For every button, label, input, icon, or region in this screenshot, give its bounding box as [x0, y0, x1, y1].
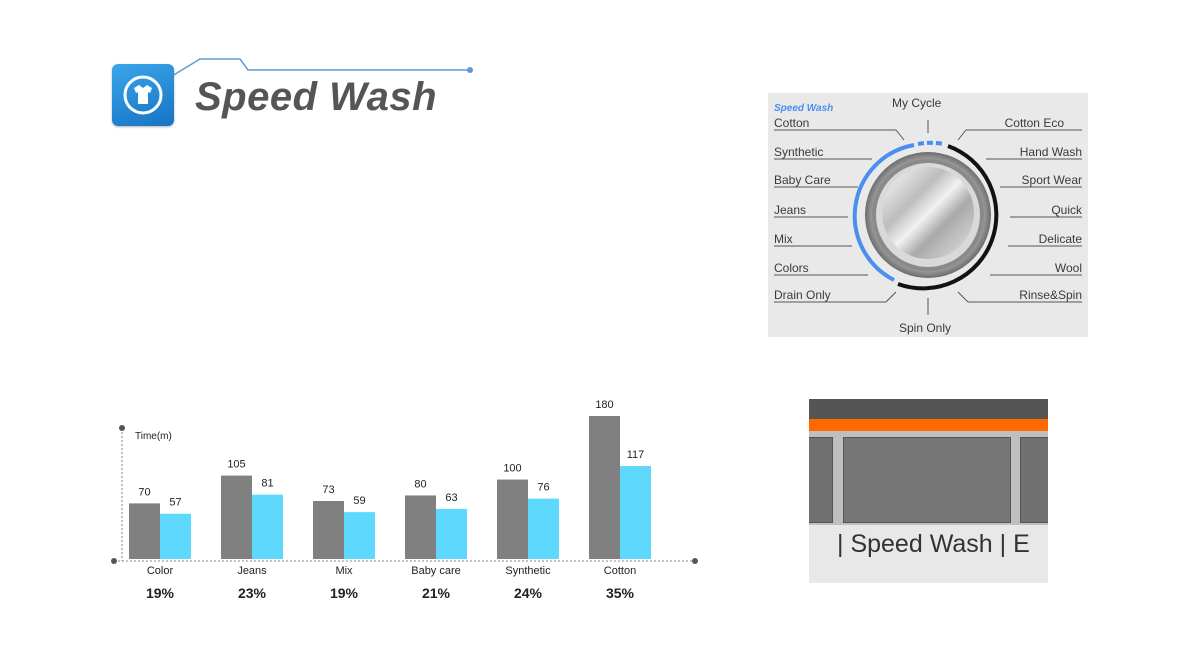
category-label: Color — [146, 565, 174, 577]
bar-synthetic-s2 — [528, 498, 559, 559]
program-sport-wear[interactable]: Sport Wear — [1021, 173, 1082, 187]
category-label: Baby care — [411, 565, 461, 577]
bar-value-label: 57 — [169, 497, 181, 509]
program-hand-wash[interactable]: Hand Wash — [1019, 145, 1082, 159]
program-dial-panel: Speed Wash My Cycle Spin Only Cotton Synt… — [768, 93, 1088, 337]
control-display: | Speed Wash | E — [809, 399, 1048, 583]
display-button[interactable] — [809, 437, 833, 523]
program-wool[interactable]: Wool — [1054, 261, 1082, 275]
bar-cotton-s1 — [589, 416, 620, 559]
program-cotton-eco[interactable]: Cotton Eco — [1004, 116, 1064, 130]
tshirt-clock-icon — [112, 64, 174, 126]
program-colors[interactable]: Colors — [774, 261, 809, 275]
display-top-bar — [809, 399, 1048, 419]
percentage-label: 23% — [237, 585, 267, 601]
bar-value-label: 80 — [414, 478, 426, 490]
category-label: Cotton — [603, 565, 637, 577]
program-mix[interactable]: Mix — [774, 232, 793, 246]
program-baby-care[interactable]: Baby Care — [774, 173, 831, 187]
display-accent-bar — [809, 419, 1048, 431]
percentage-label: 24% — [513, 585, 543, 601]
bar-value-label: 76 — [537, 482, 549, 494]
y-axis-end — [119, 425, 125, 431]
category-label: Mix — [335, 565, 353, 577]
bar-jeans-s1 — [221, 475, 252, 559]
bar-jeans-s2 — [252, 494, 283, 559]
category-label: Jeans — [237, 565, 267, 577]
bar-baby-care-s1 — [405, 495, 436, 559]
program-dial[interactable] — [768, 93, 1088, 337]
x-axis-start — [111, 558, 117, 564]
display-button[interactable] — [1020, 437, 1048, 523]
bar-value-label: 70 — [138, 486, 150, 498]
display-label: | Speed Wash | E — [837, 530, 1030, 558]
bar-mix-s1 — [313, 501, 344, 559]
program-my-cycle[interactable]: My Cycle — [892, 96, 942, 110]
program-delicate[interactable]: Delicate — [1038, 232, 1082, 246]
x-axis-end — [692, 558, 698, 564]
percentage-label: 19% — [329, 585, 359, 601]
program-synthetic[interactable]: Synthetic — [774, 145, 824, 159]
bar-color-s2 — [160, 513, 191, 559]
y-axis-label: Time(m) — [135, 431, 172, 442]
bar-value-label: 59 — [353, 495, 365, 507]
chart-plot: Time(m) 70 57 105 81 73 59 80 63 100 76 180 117 — [111, 399, 698, 564]
bar-value-label: 105 — [227, 459, 245, 471]
speed-wash-badge: Speed Wash — [774, 103, 834, 114]
bar-value-label: 73 — [322, 484, 334, 496]
program-rinse-spin[interactable]: Rinse&Spin — [1019, 288, 1082, 302]
bar-cotton-s2 — [620, 466, 651, 559]
bar-value-label: 117 — [627, 449, 645, 461]
program-spin-only[interactable]: Spin Only — [899, 321, 952, 335]
category-label: Synthetic — [505, 565, 551, 577]
decorative-line — [171, 58, 473, 77]
display-button-row — [809, 431, 1048, 525]
bar-synthetic-s1 — [497, 479, 528, 559]
bar-value-label: 63 — [445, 492, 457, 504]
bar-value-label: 81 — [261, 478, 273, 490]
bar-baby-care-s2 — [436, 508, 467, 559]
percentage-label: 19% — [145, 585, 175, 601]
bar-color-s1 — [129, 503, 160, 559]
page-title: Speed Wash — [195, 75, 438, 119]
bar-value-label: 100 — [503, 463, 521, 475]
program-drain-only[interactable]: Drain Only — [774, 288, 831, 302]
percentage-label: 35% — [605, 585, 635, 601]
program-quick[interactable]: Quick — [1051, 203, 1082, 217]
program-jeans[interactable]: Jeans — [774, 203, 807, 217]
cycle-time-chart: Time(m) 70 57 105 81 73 59 80 63 100 76 180 117 Colo… — [110, 395, 710, 601]
display-button[interactable] — [843, 437, 1011, 523]
bar-value-label: 180 — [595, 399, 613, 411]
bar-mix-s2 — [344, 512, 375, 559]
percentage-label: 21% — [421, 585, 451, 601]
program-cotton[interactable]: Cotton — [774, 116, 810, 130]
